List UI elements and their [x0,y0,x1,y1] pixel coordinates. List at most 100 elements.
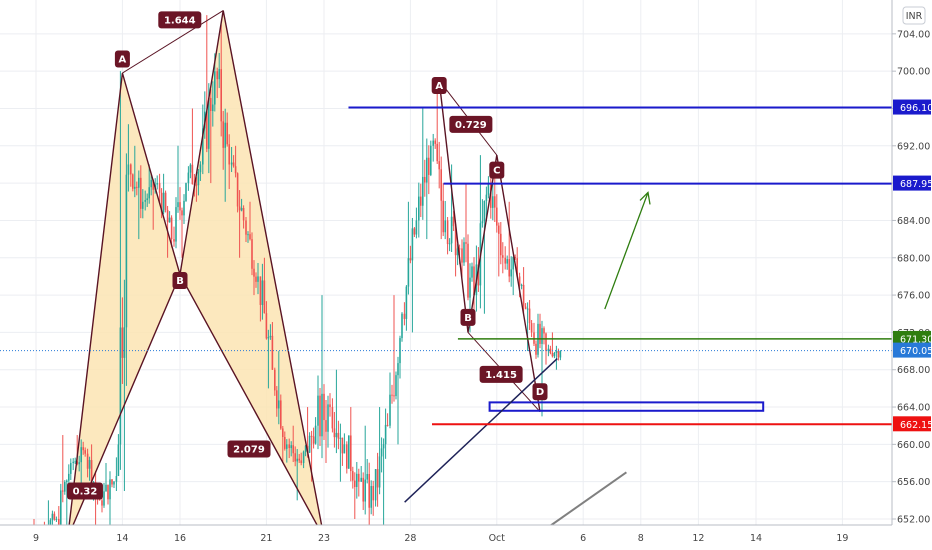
candle-body [253,268,255,277]
candle-body [487,183,490,195]
candle-body [337,432,340,439]
candle-body [463,242,465,263]
right-point-a: A [431,76,447,94]
right-point-d: D [532,383,548,401]
candle-body [528,308,531,324]
candle-body [158,183,161,193]
candle-body [274,369,276,391]
candle-body [259,276,262,305]
candle-body [329,404,331,408]
candle-body [296,458,298,462]
price-label-bg [893,175,931,191]
candle-body [220,69,222,122]
candle-body [88,460,91,469]
candle-body [142,201,144,209]
currency-badge[interactable]: INR [902,6,926,25]
candle-body [526,308,529,310]
candle-body [539,323,541,344]
candle-body [242,207,245,221]
candle-body [348,435,350,469]
right-point-a-label: A [435,81,443,92]
x-tick-label: 23 [318,533,330,544]
candle-body [58,519,60,525]
candle-body [222,121,224,148]
trendline-gray [539,471,627,534]
candle-body [508,259,510,277]
candle-body [282,428,284,437]
candle-body [426,157,428,183]
candle-body [170,217,173,240]
y-tick-label: 664.00 [897,403,930,414]
ratio-bd-left-bg [227,440,271,458]
candle-body [308,435,311,453]
candle-body [156,183,158,185]
candle-body [403,313,406,319]
candle-body [376,469,379,488]
right-point-d-bg [532,383,548,401]
x-tick-label: Oct [489,533,506,544]
price-label: 671.30 [900,334,932,345]
candle-body [516,258,518,277]
candle-body [418,196,420,221]
x-tick-label: 16 [174,533,186,544]
ratio-bd-right-bg [479,365,523,383]
candle-body [146,198,148,201]
right-point-b-bg [460,308,476,326]
time-axis[interactable]: 9 14 16 21 23 28 Oct 6 8 12 14 19 [0,524,892,550]
candle-body [530,323,533,333]
candle-body [541,328,543,344]
left-point-b-label: B [176,276,184,287]
left-point-a-bg [114,50,130,68]
candle-body [557,350,560,358]
time-axis-bg [0,525,892,550]
candle-body [64,482,66,492]
candle-body [401,313,403,339]
y-tick-label: 692.00 [897,141,930,152]
y-tick-label: 668.00 [897,365,930,376]
left-point-a-label: A [119,55,127,66]
candle-body [393,395,395,397]
y-tick-label: 656.00 [897,477,930,488]
candle-body [66,480,68,483]
x-tick-label: 12 [692,533,704,544]
candle-body [522,284,525,307]
candle-body [214,71,216,105]
x-tick-label: 6 [580,533,586,544]
y-tick-label: 660.00 [897,440,930,451]
candle-body [343,444,346,454]
candle-body [386,424,389,426]
candle-body [210,97,212,111]
candle-body [162,192,165,213]
candle-body [173,239,175,242]
candle-body [276,390,278,409]
candle-body [90,460,93,489]
ratio-bd-right: 1.415 [479,365,523,383]
candle-body [160,192,163,213]
candle-body [483,200,486,222]
candle-body [103,491,105,506]
candle-body [456,248,459,256]
ratio-xb-left: 0.32 [66,482,103,500]
currency-badge-bg [902,6,926,25]
candle-body [238,206,241,211]
candle-body [249,234,251,240]
price-axis[interactable]: 652.00656.00660.00664.00668.00672.00676.… [891,0,932,550]
pattern-fill-xab [67,73,180,538]
candle-body [471,266,473,278]
candle-body [251,239,253,269]
candle-body [411,228,414,261]
candle-body [362,477,364,502]
candle-body [107,484,109,500]
right-point-b: B [460,308,476,326]
candle-body [317,395,319,426]
trendline-support [404,357,558,503]
candle-body [189,164,192,173]
candle-body [465,242,467,244]
candle-body [454,226,457,256]
candle-body [339,437,342,439]
candle-body [134,186,136,189]
candle-body [543,328,545,334]
candle-body [535,343,537,355]
